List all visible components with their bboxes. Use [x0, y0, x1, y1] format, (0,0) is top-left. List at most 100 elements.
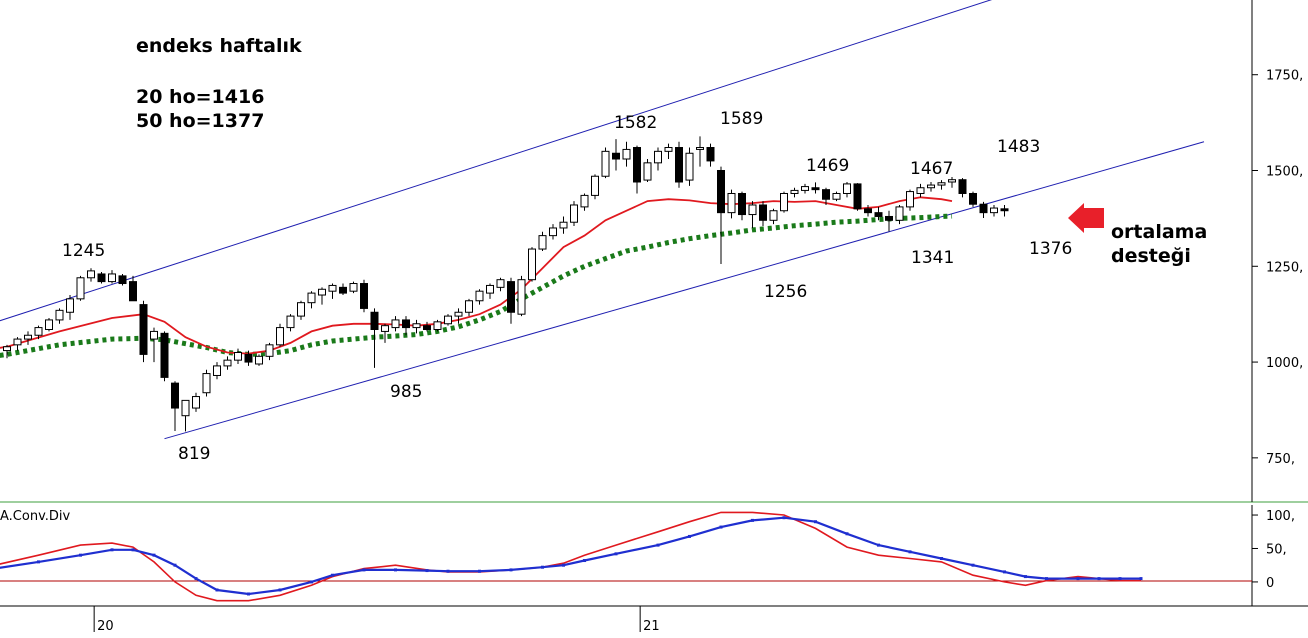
signal-point [1118, 577, 1122, 581]
candle-up [559, 221, 568, 229]
signal-point [845, 532, 849, 536]
signal-point [908, 550, 912, 554]
signal-point [131, 548, 135, 552]
candle-up [580, 194, 589, 208]
annotation-layer: 1245 819 985 1582 1589 1256 1469 1467 1341 1483 13… [62, 109, 1072, 464]
signal-point [331, 573, 334, 577]
candle-up [234, 351, 242, 361]
signal-point [194, 577, 198, 581]
signal-point [37, 560, 40, 564]
signal-point [971, 563, 975, 567]
candle-up [433, 321, 442, 331]
candle-down [759, 204, 767, 221]
candle-up [727, 192, 736, 214]
candle-up [696, 147, 704, 150]
price-annotation: 1582 [614, 113, 657, 133]
candle-up [570, 204, 578, 223]
signal-point [173, 563, 177, 567]
candle-up [622, 148, 631, 160]
candle-up [45, 319, 53, 331]
signal-point [478, 569, 481, 573]
candle-up [685, 152, 694, 181]
candle-down [958, 179, 967, 194]
candle-down [885, 215, 893, 221]
candle-up [349, 283, 358, 292]
candle-down [360, 283, 368, 309]
macd-layer [0, 511, 1143, 602]
candle-down [423, 325, 431, 331]
channel-line [164, 141, 1205, 440]
candle-up [286, 315, 295, 329]
candle-up [948, 179, 956, 183]
candle-up [916, 187, 925, 194]
signal-point [656, 543, 660, 547]
signal-point [247, 592, 250, 596]
macd-tick-label: 100, [1266, 509, 1295, 524]
candle-up [223, 359, 232, 367]
price-annotation: 1341 [911, 248, 954, 268]
price-annotation: 985 [390, 382, 422, 402]
signal-point [310, 580, 313, 584]
signal-point [1024, 575, 1027, 579]
channel-lines [0, 0, 1205, 440]
signal-point [1139, 577, 1143, 581]
price-annotation: 1483 [997, 137, 1040, 157]
candle-down [706, 147, 715, 162]
candle-down [139, 304, 148, 355]
price-annotation: 1589 [720, 109, 763, 129]
candle-up [790, 189, 799, 194]
candle-down [675, 147, 683, 183]
signal-point [1097, 577, 1101, 581]
callout-arrow-icon [1068, 203, 1104, 233]
candle-down [853, 183, 862, 210]
candle-up [486, 284, 494, 294]
candle-down [370, 311, 379, 331]
candle-down [118, 275, 127, 285]
candle-up [87, 270, 95, 279]
candle-down [160, 332, 169, 378]
price-annotation: 1376 [1029, 239, 1072, 259]
candle-up [748, 204, 757, 216]
macd-tick-label: 50, [1266, 542, 1287, 557]
candle-down [507, 281, 515, 313]
signal-point [719, 525, 723, 529]
candle-up [591, 175, 599, 196]
y-tick-label: 1750, [1266, 69, 1303, 84]
signal-point [425, 569, 429, 573]
candle-up [55, 309, 64, 321]
candle-up [843, 183, 851, 194]
candle-up [832, 192, 841, 200]
candle-up [202, 373, 211, 394]
candle-down [979, 203, 988, 214]
candle-up [265, 344, 274, 357]
candle-up [538, 235, 547, 250]
y-tick-label: 1000, [1266, 356, 1303, 371]
candle-up [181, 399, 190, 417]
signal-point [1076, 577, 1080, 581]
candle-up [297, 302, 305, 317]
candle-up [24, 334, 32, 340]
signal-point [751, 518, 754, 522]
candle-down [874, 212, 883, 217]
signal-point [1003, 570, 1006, 574]
price-annotation: 1467 [910, 159, 953, 179]
candle-down [969, 192, 977, 205]
candle-up [643, 162, 652, 181]
signal-point [1045, 577, 1048, 581]
candle-up [444, 315, 452, 325]
price-annotation: 1256 [764, 282, 807, 302]
candle-up [34, 327, 43, 336]
signal-point [583, 559, 586, 563]
candle-up [475, 290, 484, 302]
candle-up [328, 284, 337, 292]
signal-line [0, 516, 1141, 596]
candle-up [927, 184, 935, 189]
macd-title: A.Conv.Div [0, 509, 71, 524]
price-annotation: 819 [178, 444, 210, 464]
candle-up [255, 355, 263, 365]
candle-up [192, 396, 200, 409]
x-tick-layer: 20 21 [93, 606, 660, 634]
